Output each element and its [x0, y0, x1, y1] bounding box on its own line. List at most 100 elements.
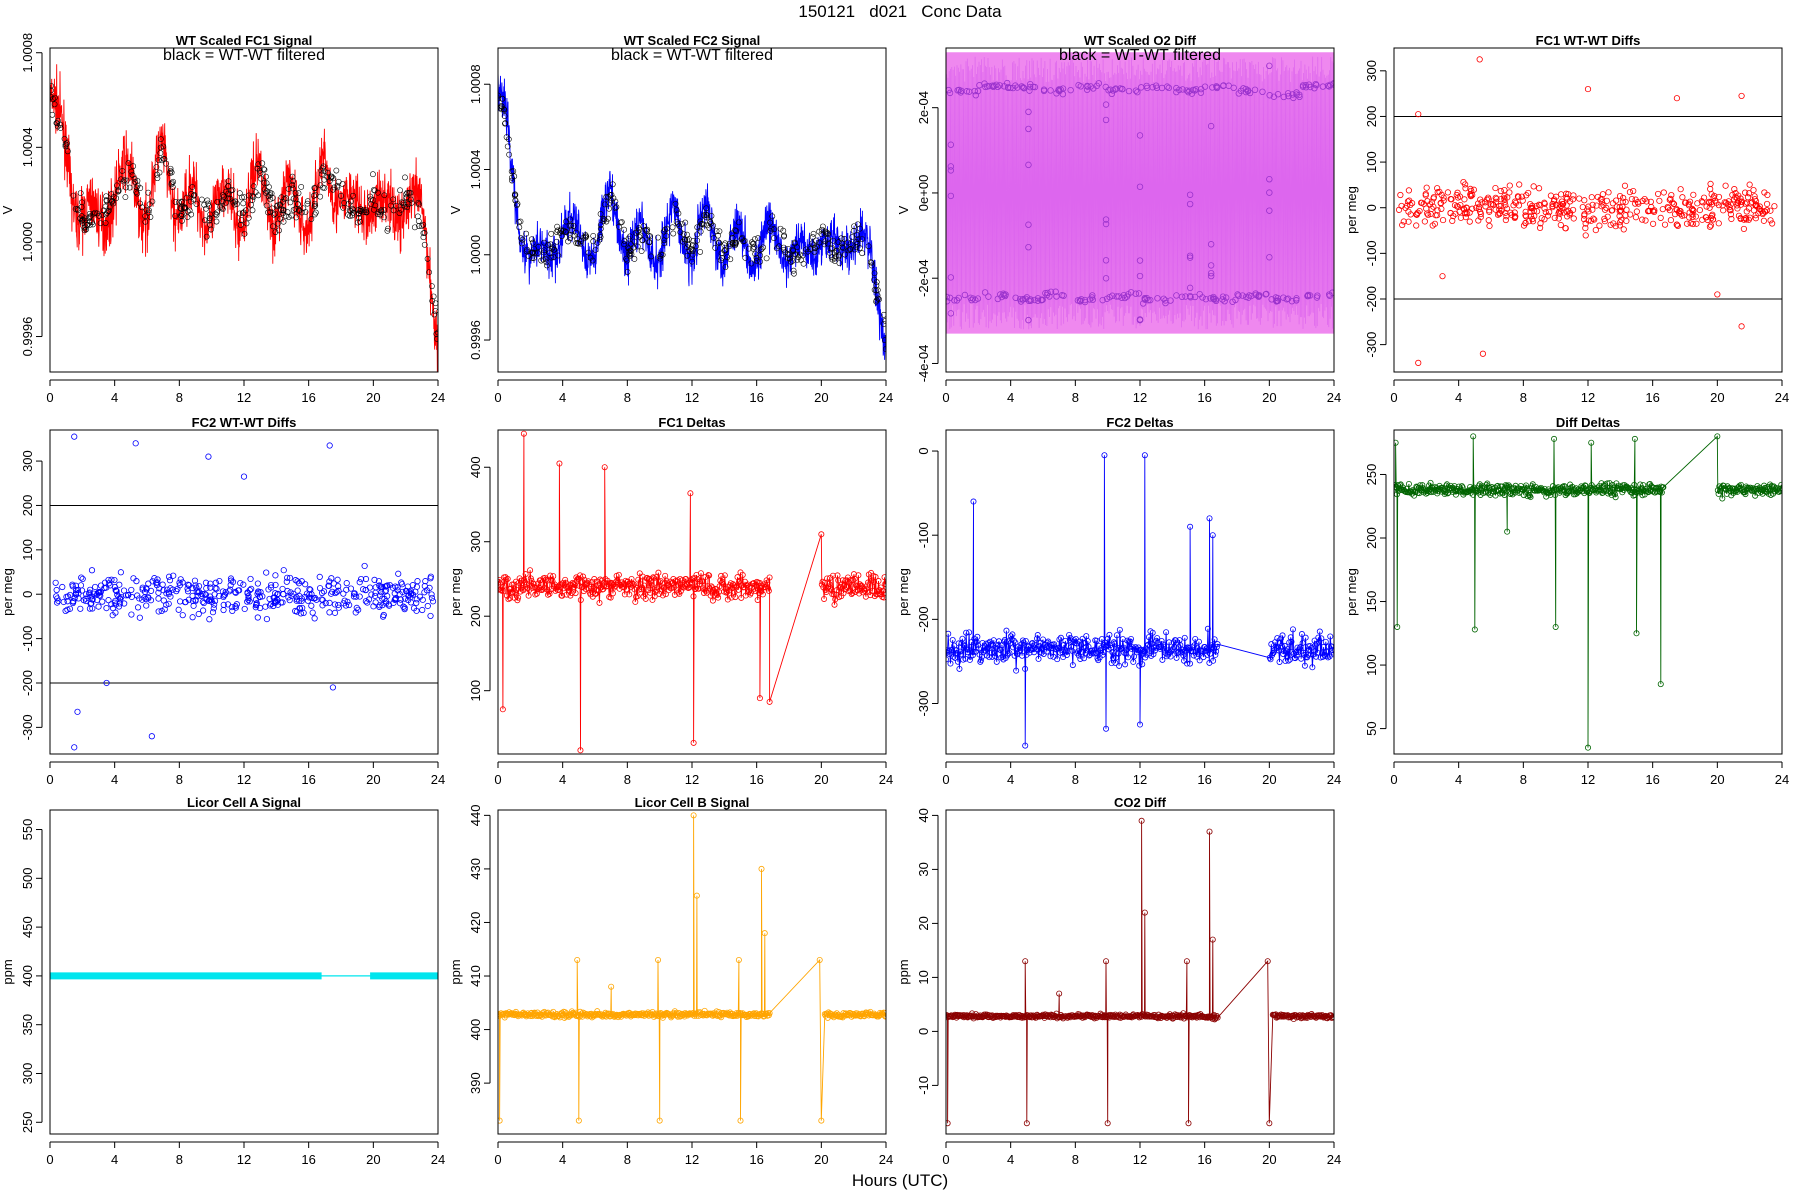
delta-point — [1026, 649, 1033, 656]
filtered-point — [179, 218, 185, 224]
lower-point — [1113, 293, 1120, 300]
filtered-point — [828, 254, 835, 261]
filtered-point — [100, 207, 107, 214]
diff-point — [1623, 217, 1630, 225]
transition-point — [1186, 252, 1194, 260]
diff-point — [1549, 204, 1556, 211]
filtered-point — [881, 337, 886, 344]
filtered-point — [512, 191, 519, 198]
x-tick-label: 8 — [176, 772, 183, 787]
diff-point — [245, 594, 252, 602]
diff-point — [371, 576, 378, 583]
diff-point — [1485, 194, 1492, 201]
delta-point — [1088, 650, 1095, 657]
delta-point — [692, 585, 699, 592]
diff-point — [240, 581, 247, 588]
delta-point — [849, 589, 856, 596]
transition-point — [1207, 122, 1215, 130]
delta-point — [1045, 638, 1052, 645]
filtered-point — [378, 207, 385, 214]
filtered-point — [218, 205, 225, 212]
filtered-point — [269, 205, 276, 212]
diff-point — [404, 583, 411, 590]
diff-point — [308, 602, 315, 609]
delta-point — [1267, 656, 1274, 663]
diff-point — [1742, 215, 1749, 222]
diff-point — [117, 569, 124, 576]
diff-point — [1542, 209, 1549, 216]
diff-point — [362, 575, 370, 583]
diff-point — [379, 613, 387, 620]
delta-point — [1143, 651, 1150, 658]
x-tick-label: 12 — [237, 1152, 251, 1167]
filtered-point — [854, 232, 861, 238]
filtered-point — [694, 224, 701, 231]
y-tick-label: 30 — [916, 862, 931, 876]
filtered-point — [102, 220, 109, 226]
upper-point — [1213, 84, 1221, 92]
delta-point — [1325, 643, 1332, 650]
y-tick-label: 10 — [916, 970, 931, 984]
filtered-point — [370, 171, 376, 178]
diff-point — [1627, 211, 1634, 218]
diff-point — [294, 587, 301, 594]
diff-point — [372, 599, 379, 606]
filtered-point — [851, 223, 857, 230]
diff-point — [1733, 202, 1741, 209]
filtered-point — [648, 253, 655, 260]
filtered-point — [430, 293, 437, 300]
upper-point — [946, 86, 952, 94]
filtered-point — [505, 136, 512, 143]
transition-point — [1136, 316, 1144, 323]
diff-point — [195, 610, 202, 618]
filtered-point — [515, 219, 522, 226]
filtered-point — [523, 248, 530, 255]
lower-point — [1143, 294, 1151, 302]
upper-point — [1053, 90, 1060, 97]
delta-point — [1293, 652, 1300, 659]
transition-point — [1102, 257, 1110, 264]
filtered-point — [673, 218, 680, 225]
diff-point — [134, 604, 142, 611]
delta-point — [526, 586, 533, 593]
diff-point — [1557, 221, 1564, 229]
delta-point — [1127, 638, 1134, 645]
diff-point — [353, 593, 360, 600]
delta-point — [1166, 639, 1173, 646]
diff-point — [1503, 205, 1511, 212]
filtered-point — [677, 229, 684, 236]
delta-point — [1299, 639, 1306, 646]
diff-point — [1642, 217, 1649, 224]
diff-point — [1460, 205, 1467, 212]
diff-point — [79, 575, 86, 583]
filtered-point — [631, 238, 638, 245]
filtered-point — [656, 253, 663, 260]
diff-point — [413, 599, 420, 607]
filtered-point — [411, 224, 418, 231]
filtered-point — [272, 229, 279, 236]
filtered-point — [828, 246, 835, 252]
diff-point — [1756, 203, 1763, 210]
filtered-point — [882, 317, 886, 324]
diff-point — [174, 585, 181, 593]
diff-point — [1556, 210, 1564, 217]
filtered-point — [634, 228, 641, 235]
filtered-point — [839, 240, 846, 247]
diff-point — [77, 605, 84, 612]
y-tick-label: 40 — [916, 808, 931, 822]
diff-point — [143, 602, 150, 609]
y-tick-label: -100 — [1364, 240, 1379, 266]
diff-point — [378, 589, 385, 596]
delta-point — [1278, 635, 1285, 642]
filtered-point — [249, 197, 256, 204]
delta-point — [856, 590, 863, 597]
x-tick-label: 16 — [1197, 390, 1211, 405]
diff-point — [292, 607, 299, 615]
filtered-point — [157, 150, 164, 156]
filtered-point — [867, 259, 874, 266]
diff-point — [298, 597, 305, 605]
delta-point — [719, 578, 726, 585]
filtered-point — [594, 239, 601, 246]
y-tick-label: 350 — [20, 1014, 35, 1036]
diff-point — [422, 578, 429, 585]
